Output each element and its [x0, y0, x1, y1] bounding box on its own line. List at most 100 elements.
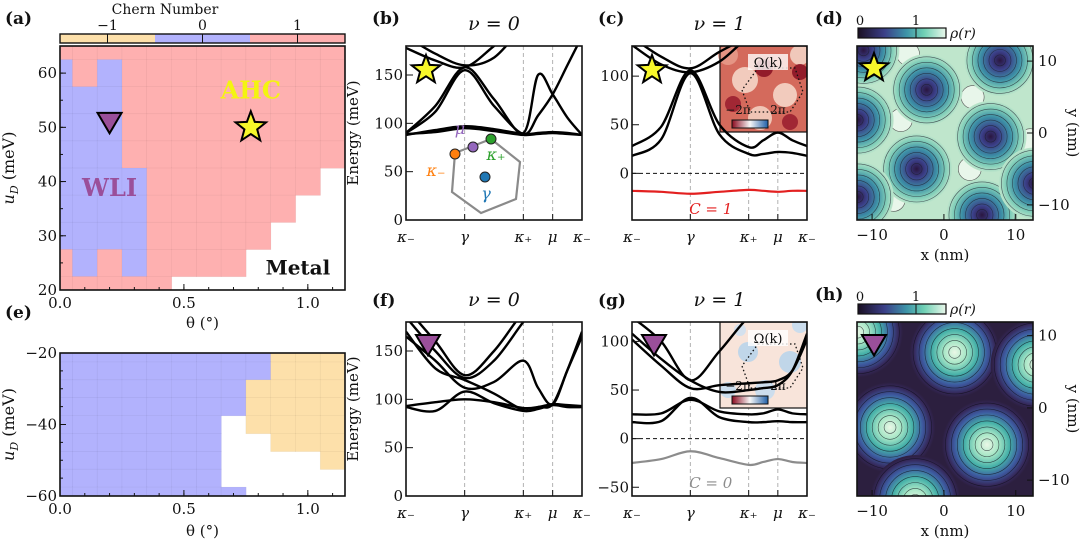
contour-line: [885, 470, 945, 496]
phase-cell: [270, 59, 297, 88]
contour-line: [903, 488, 927, 496]
inset-blob: [782, 114, 798, 130]
phase-cell: [96, 451, 123, 470]
x-tick-label: κ₋: [622, 228, 641, 246]
phase-cell: [72, 140, 98, 169]
phase-cell: [146, 140, 173, 169]
bz-point-label: κ₊: [486, 145, 506, 164]
x-axis-label: θ (°): [186, 314, 219, 332]
panel-label: (b): [372, 9, 400, 29]
x-tick-label: κ₋: [622, 504, 641, 522]
phase-cell: [72, 486, 98, 496]
y-tick-label: 30: [38, 227, 57, 245]
y-tick-label: 50: [384, 439, 403, 457]
phase-cell: [220, 397, 247, 417]
x-tick-label: κ₊: [513, 504, 532, 522]
phase-cell: [196, 451, 222, 470]
phase-cell: [319, 433, 345, 452]
band-1: [632, 450, 807, 467]
phase-cell: [295, 86, 321, 115]
phase-cell: [319, 86, 345, 115]
plot-frame: [631, 321, 808, 497]
contour-line: [965, 198, 999, 220]
contour-line: [948, 346, 961, 359]
colorbar-tick-label: −1: [97, 18, 118, 34]
panel-label: (c): [598, 9, 624, 29]
contour-line: [918, 322, 991, 389]
y-tick-label: 10: [1038, 52, 1057, 70]
phase-cell: [171, 86, 197, 115]
panel-title: ν = 0: [468, 13, 520, 35]
band-structure: Ω(k) −2π 2π: [632, 46, 807, 220]
colorbar-label: ρ(r): [949, 26, 976, 42]
x-tick-label: γ: [686, 504, 695, 522]
contour-line: [983, 46, 1017, 78]
inset-blob: [734, 324, 746, 336]
y-tick-label: −40: [25, 416, 57, 434]
phase-cell: [121, 451, 148, 470]
band-chern-label: C = 1: [689, 200, 732, 218]
contour-line: [962, 108, 1019, 165]
band-2: [632, 396, 807, 425]
phase-cell: [245, 397, 272, 417]
contour-line: [1017, 166, 1033, 201]
phase-cell: [60, 486, 73, 496]
contour-line: [860, 397, 921, 458]
contour-line: [994, 54, 1006, 67]
x-tick-label: 10: [1006, 502, 1025, 520]
y-tick-label: −20: [25, 344, 57, 362]
contour-line: [973, 119, 1008, 154]
phase-cell: [270, 86, 297, 115]
contour-line: [1012, 161, 1033, 206]
phase-cell: [295, 167, 321, 196]
x-tick-label: κ₋: [396, 228, 415, 246]
panel-title: ν = 0: [468, 289, 520, 311]
phase-cell: [319, 361, 345, 381]
density-minimum: [998, 147, 1033, 220]
x-tick-label: μ: [548, 228, 558, 246]
phase-cell: [171, 415, 197, 435]
phase-cell: [245, 379, 272, 399]
contour-line: [857, 46, 870, 57]
phase-cell: [295, 140, 321, 169]
y-tick-label: 0: [393, 211, 403, 229]
star-marker: [856, 50, 892, 83]
contour-line: [942, 340, 967, 365]
phase-cell: [196, 486, 222, 496]
y-label-unit: (meV): [0, 388, 18, 437]
brillouin-zone-hexagon: [741, 67, 804, 113]
y-tick-label: 0: [393, 487, 403, 505]
phase-cell: [319, 379, 345, 399]
y-axis-label: Energy (meV): [344, 80, 362, 185]
inset-title: Ω(k): [754, 332, 783, 347]
contour-line: [980, 438, 994, 451]
phase-cell: [196, 379, 222, 399]
y-label-unit: (meV): [0, 132, 18, 181]
panel-title: ν = 1: [694, 13, 746, 35]
inset-title-bg: [748, 54, 788, 70]
density-minimum: [890, 53, 963, 126]
phase-cell: [96, 167, 123, 196]
phase-cell: [220, 221, 247, 250]
phase-cell: [121, 140, 148, 169]
density-minimum: [954, 100, 1027, 173]
inset-colorbar: [731, 395, 769, 405]
x-tick-label: κ₊: [739, 228, 758, 246]
x-tick-label: −10: [856, 226, 888, 244]
phase-cell: [121, 379, 148, 399]
phase-cell: [245, 86, 272, 115]
phase-cell: [121, 486, 148, 496]
x-tick-label: 0: [939, 226, 949, 244]
phase-cell: [220, 249, 247, 278]
x-tick-label: −10: [856, 502, 888, 520]
contour-line: [1011, 340, 1033, 389]
y-tick-label: −50: [597, 478, 629, 496]
y-tick-label: 0: [619, 430, 629, 448]
phase-cell: [146, 221, 173, 250]
phase-cell: [319, 59, 345, 88]
phase-label-metal: Metal: [266, 256, 331, 280]
phase-cell: [196, 86, 222, 115]
band-3: [632, 398, 807, 416]
panel-label: (e): [5, 303, 32, 323]
triangle-marker: [860, 334, 888, 358]
